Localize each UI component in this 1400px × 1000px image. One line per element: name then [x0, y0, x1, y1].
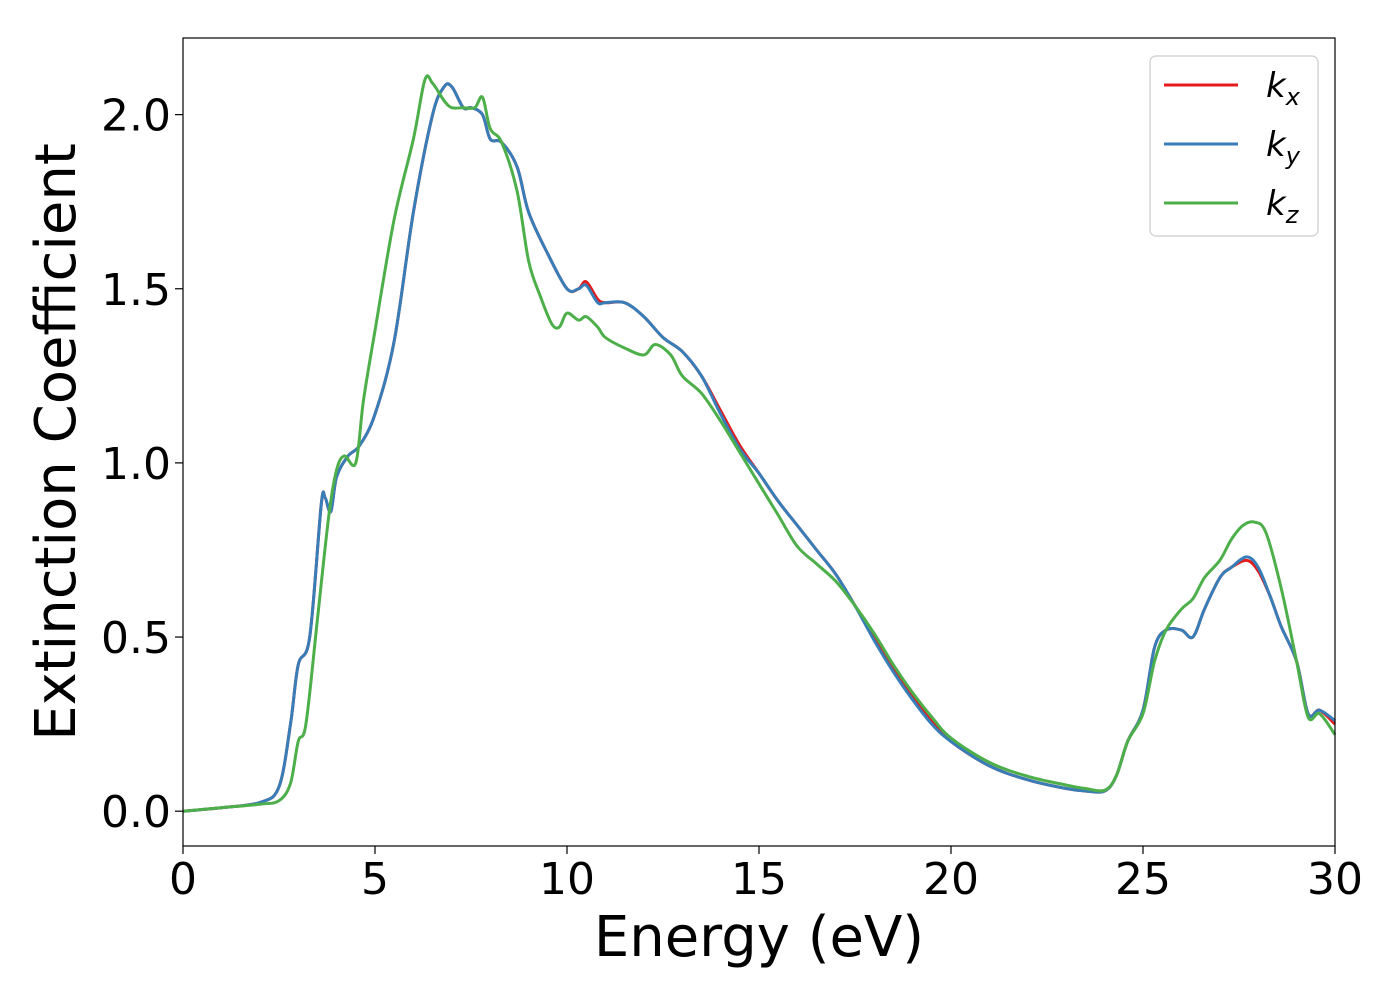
- x-tick-label: 15: [731, 854, 787, 905]
- y-axis: 0.0 0.5 1.0 1.5 2.0: [101, 91, 183, 838]
- y-tick-label: 1.0: [101, 439, 171, 490]
- series-layer: [182, 74, 1337, 813]
- legend: kx ky kz: [1149, 55, 1319, 237]
- x-tick-label: 30: [1307, 854, 1363, 905]
- series-line-kz: [182, 74, 1337, 813]
- x-tick-label: 25: [1115, 854, 1171, 905]
- x-tick-label: 0: [169, 854, 197, 905]
- x-tick-label: 20: [923, 854, 979, 905]
- y-tick-label: 2.0: [101, 91, 171, 142]
- y-axis-label: Extinction Coefficient: [24, 143, 89, 741]
- y-tick-label: 0.5: [101, 613, 171, 664]
- y-tick-label: 1.5: [101, 265, 171, 316]
- legend-label-kz: kz: [1266, 184, 1300, 229]
- x-tick-label: 5: [361, 854, 389, 905]
- legend-label-ky: ky: [1266, 125, 1301, 170]
- x-tick-label: 10: [539, 854, 595, 905]
- x-axis: 0 5 10 15 20 25 30: [169, 846, 1363, 905]
- legend-box: [1149, 55, 1319, 237]
- y-tick-label: 0.0: [101, 787, 171, 838]
- x-axis-label: Energy (eV): [594, 905, 924, 970]
- legend-label-kx: kx: [1266, 66, 1301, 111]
